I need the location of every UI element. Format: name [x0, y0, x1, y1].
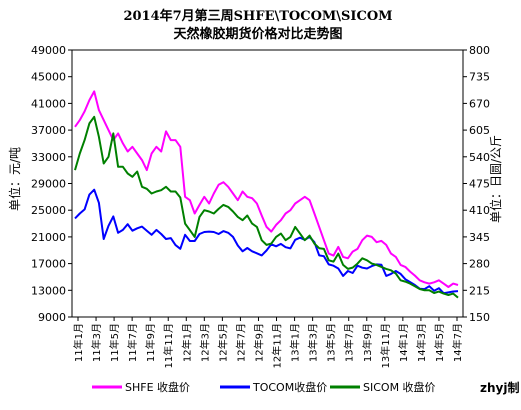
right-tick-label: 800 [469, 44, 490, 57]
right-axis-label: 单位：日圆/公斤 [488, 135, 503, 223]
x-tick-label: 11年3月 [90, 323, 103, 362]
legend-label-1: TOCOM收盘价 [252, 380, 327, 394]
left-axis-ticks: 9000 13000 17000 21000 25000 29000 33000 37000 4… [31, 44, 72, 324]
x-tick-label: 14年7月 [451, 323, 464, 362]
x-tick-label: 12年7月 [234, 323, 247, 362]
series-lines [74, 90, 459, 299]
left-tick-label: 41000 [31, 97, 66, 110]
x-tick-label: 12年11月 [271, 323, 284, 368]
x-tick-label: 11年1月 [72, 323, 85, 362]
left-tick-label: 9000 [38, 311, 66, 324]
x-tick-label: 13年11月 [379, 323, 392, 368]
credit-text: zhyj制 [480, 380, 519, 395]
x-tick-label: 13年3月 [307, 323, 320, 362]
right-tick-label: 735 [469, 71, 490, 84]
x-tick-label: 11年11月 [162, 323, 175, 368]
left-tick-label: 25000 [31, 204, 66, 217]
left-tick-label: 37000 [31, 124, 66, 137]
right-axis-ticks: 150 215 280 345 410 475 540 605 670 735 800 [463, 44, 490, 324]
x-tick-label: 13年9月 [361, 323, 374, 362]
right-tick-label: 280 [469, 258, 490, 271]
left-tick-label: 21000 [31, 231, 66, 244]
left-tick-label: 13000 [31, 284, 66, 297]
right-tick-label: 605 [469, 124, 490, 137]
series-line-1 [74, 188, 459, 295]
left-tick-label: 33000 [31, 151, 66, 164]
right-tick-label: 345 [469, 231, 490, 244]
chart-subtitle: 天然橡胶期货价格对比走势图 [173, 26, 342, 42]
series-line-0 [74, 90, 459, 288]
x-tick-label: 12年3月 [198, 323, 211, 362]
right-tick-label: 670 [469, 97, 490, 110]
left-tick-label: 17000 [31, 258, 66, 271]
chart-title: 2014年7月第三周SHFE\TOCOM\SICOM [123, 8, 392, 24]
right-tick-label: 410 [469, 204, 490, 217]
legend: SHFE 收盘价 TOCOM收盘价 SICOM 收盘价 [92, 380, 436, 394]
x-tick-label: 14年1月 [397, 323, 410, 362]
right-tick-label: 475 [469, 178, 490, 191]
x-tick-label: 13年5月 [325, 323, 338, 362]
left-axis-label: 单位：元/吨 [7, 147, 22, 211]
left-tick-label: 49000 [31, 44, 66, 57]
x-tick-label: 12年1月 [180, 323, 193, 362]
x-tick-label: 14年3月 [415, 323, 428, 362]
x-tick-label: 14年5月 [433, 323, 446, 362]
right-tick-label: 215 [469, 284, 490, 297]
x-tick-label: 12年5月 [216, 323, 229, 362]
x-tick-label: 11年5月 [108, 323, 121, 362]
legend-label-2: SICOM 收盘价 [363, 380, 436, 394]
series-line-2 [74, 115, 459, 299]
left-tick-label: 29000 [31, 178, 66, 191]
x-tick-label: 11年9月 [144, 323, 157, 362]
x-tick-label: 11年7月 [126, 323, 139, 362]
x-tick-label: 12年9月 [252, 323, 265, 362]
legend-label-0: SHFE 收盘价 [125, 380, 190, 394]
left-tick-label: 45000 [31, 71, 66, 84]
right-tick-label: 540 [469, 151, 490, 164]
x-tick-label: 13年1月 [289, 323, 302, 362]
x-tick-label: 13年7月 [343, 323, 356, 362]
x-axis-ticks: 11年1月 11年3月 11年5月 11年7月 11年9月 11年11月 12年1月 12年3… [72, 317, 464, 368]
right-tick-label: 150 [469, 311, 490, 324]
